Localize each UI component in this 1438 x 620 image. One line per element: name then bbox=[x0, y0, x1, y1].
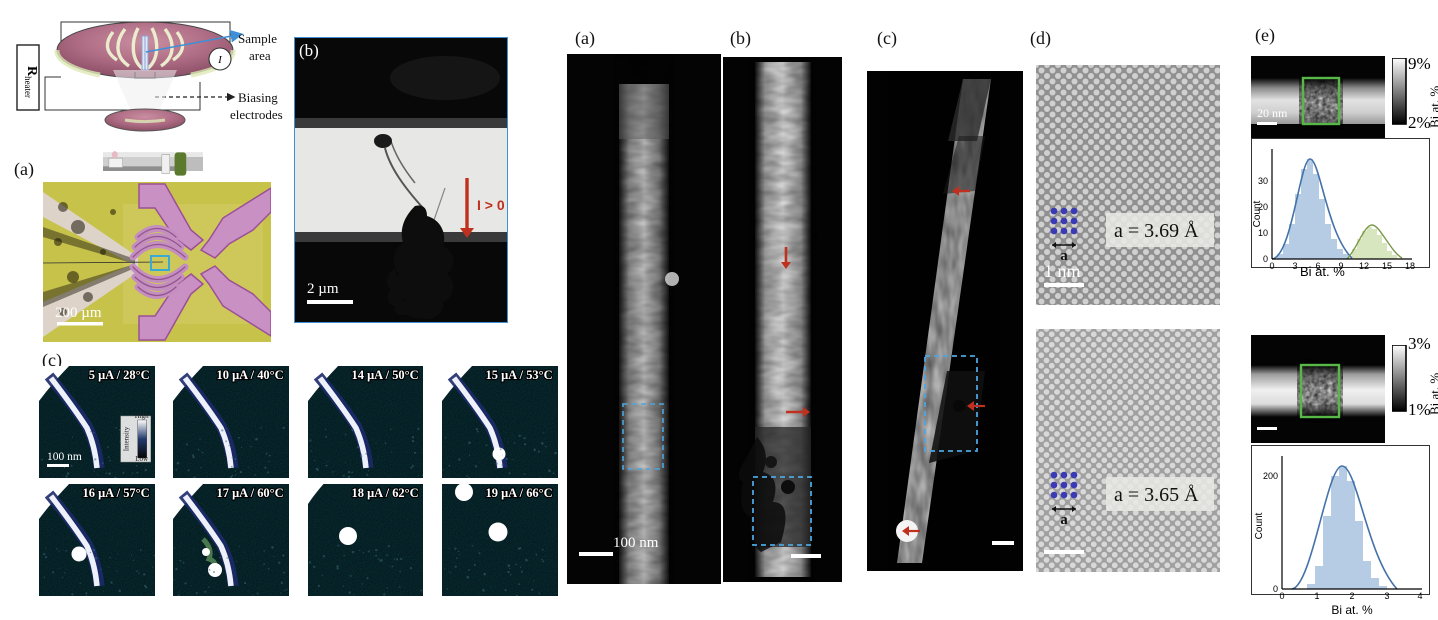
svg-text:18: 18 bbox=[1405, 261, 1415, 269]
svg-text:4: 4 bbox=[1417, 591, 1422, 601]
svg-text:Bi at. %: Bi at. % bbox=[1331, 603, 1373, 617]
svg-text:0: 0 bbox=[1273, 584, 1278, 594]
svg-text:3: 3 bbox=[1292, 261, 1297, 269]
svg-text:12: 12 bbox=[1359, 261, 1369, 269]
svg-text:Biasing: Biasing bbox=[238, 90, 278, 105]
svg-text:19 μA / 66°C: 19 μA / 66°C bbox=[486, 486, 553, 500]
svg-text:electrodes: electrodes bbox=[230, 107, 283, 122]
svg-text:0: 0 bbox=[1279, 591, 1284, 601]
svg-text:Low: Low bbox=[135, 455, 149, 463]
svg-text:17 μA / 60°C: 17 μA / 60°C bbox=[217, 486, 284, 500]
svg-text:Count: Count bbox=[1254, 512, 1265, 539]
svg-text:10 μA / 40°C: 10 μA / 40°C bbox=[217, 368, 284, 382]
svg-text:15 μA / 53°C: 15 μA / 53°C bbox=[486, 368, 553, 382]
svg-text:area: area bbox=[249, 48, 271, 63]
svg-text:100 nm: 100 nm bbox=[613, 535, 659, 551]
svg-text:30: 30 bbox=[1258, 176, 1268, 186]
svg-text:0: 0 bbox=[1263, 254, 1268, 264]
svg-text:15: 15 bbox=[1382, 261, 1392, 269]
svg-text:0: 0 bbox=[1269, 261, 1274, 269]
svg-text:Intensity: Intensity bbox=[123, 426, 131, 451]
svg-text:2 µm: 2 µm bbox=[307, 281, 339, 297]
svg-text:16 μA / 57°C: 16 μA / 57°C bbox=[82, 486, 149, 500]
svg-text:1 nm: 1 nm bbox=[1044, 261, 1081, 281]
svg-text:a = 3.65 Å: a = 3.65 Å bbox=[1114, 484, 1199, 506]
svg-text:100 nm: 100 nm bbox=[47, 451, 82, 463]
svg-text:20 nm: 20 nm bbox=[1257, 106, 1288, 120]
svg-text:1: 1 bbox=[1314, 591, 1319, 601]
svg-text:5 μA / 28°C: 5 μA / 28°C bbox=[89, 368, 150, 382]
svg-text:Sample: Sample bbox=[238, 31, 277, 46]
svg-text:2: 2 bbox=[1349, 591, 1354, 601]
svg-text:10: 10 bbox=[1258, 228, 1268, 238]
svg-text:14 μA / 50°C: 14 μA / 50°C bbox=[351, 368, 418, 382]
svg-text:High: High bbox=[135, 412, 149, 420]
svg-text:(b): (b) bbox=[299, 41, 319, 60]
svg-text:a: a bbox=[1060, 512, 1068, 528]
svg-text:a = 3.69 Å: a = 3.69 Å bbox=[1114, 220, 1199, 242]
svg-text:Count: Count bbox=[1252, 200, 1263, 227]
svg-text:I > 0: I > 0 bbox=[477, 197, 505, 213]
svg-text:18 μA / 62°C: 18 μA / 62°C bbox=[351, 486, 418, 500]
svg-text:200: 200 bbox=[1263, 471, 1278, 481]
svg-text:200 µm: 200 µm bbox=[55, 305, 102, 321]
svg-text:3: 3 bbox=[1384, 591, 1389, 601]
